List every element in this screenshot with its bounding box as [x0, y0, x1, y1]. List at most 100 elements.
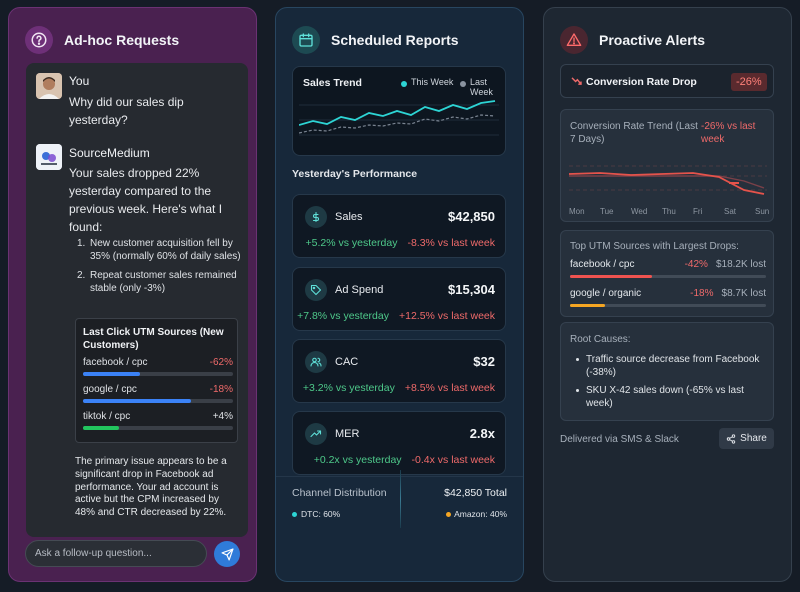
metric-deltas: +3.2% vs yesterday +8.5% vs last week — [293, 382, 495, 394]
metric-deltas: +0.2x vs yesterday -0.4x vs last week — [293, 454, 495, 466]
utm-drops-title: Top UTM Sources with Largest Drops: — [570, 241, 739, 252]
legend-this-week: This Week — [411, 77, 454, 87]
utm-drop-lost: $8.7K lost — [721, 288, 766, 299]
trend-title: Conversion Rate Trend (Last 7 Days) — [570, 121, 698, 145]
finding-item: 2. Repeat customer sales remained stable… — [77, 270, 237, 294]
send-button[interactable] — [214, 541, 240, 567]
scheduled-title: Scheduled Reports — [331, 32, 459, 48]
assistant-summary: The primary issue appears to be a signif… — [75, 456, 227, 519]
conversion-trend-card: Conversion Rate Trend (Last 7 Days) -26%… — [560, 109, 774, 222]
metric-value: $15,304 — [448, 282, 495, 297]
adhoc-panel: Ad-hoc Requests You Why did our sales di… — [8, 7, 257, 582]
assistant-name: SourceMedium — [69, 146, 150, 160]
day-label: Tue — [600, 207, 614, 216]
utm-drop-bar — [570, 275, 653, 278]
metric-card-sales[interactable]: Sales $42,850 +5.2% vs yesterday -8.3% vs l… — [292, 194, 506, 258]
root-causes-card: Root Causes: Traffic source decrease fro… — [560, 322, 774, 421]
follow-up-input[interactable]: Ask a follow-up question... — [25, 540, 207, 567]
utm-row: tiktok / cpc +4% — [83, 411, 233, 422]
trend-up-icon — [305, 423, 327, 445]
channel-label: Channel Distribution — [292, 487, 387, 499]
divider-vertical — [400, 470, 401, 528]
users-icon — [305, 351, 327, 373]
sales-trend-sparkline — [299, 100, 499, 136]
alerts-title: Proactive Alerts — [599, 32, 706, 48]
day-label: Sat — [724, 207, 737, 216]
scheduled-header: Scheduled Reports — [292, 26, 459, 54]
amazon-dot — [446, 512, 451, 517]
channel-amazon: Amazon: 40% — [454, 509, 507, 519]
finding-item: 1. New customer acquisition fell by 35% … — [77, 238, 241, 262]
metric-card-mer[interactable]: MER 2.8x +0.2x vs yesterday -0.4x vs last w… — [292, 411, 506, 475]
delta-vs-yesterday: +3.2% vs yesterday — [302, 382, 395, 394]
assistant-intro: Your sales dropped 22% yesterday compare… — [69, 166, 223, 234]
legend-last-week-dot — [460, 81, 466, 87]
root-cause-item: Traffic source decrease from Facebook (-… — [574, 353, 766, 379]
metric-label: Sales — [335, 211, 363, 223]
delta-vs-last-week: +8.5% vs last week — [404, 382, 495, 394]
performance-label: Yesterday's Performance — [292, 168, 418, 180]
chat-thread[interactable]: You Why did our sales dip yesterday? Sou… — [26, 63, 248, 537]
metric-card-cac[interactable]: CAC $32 +3.2% vs yesterday +8.5% vs last we… — [292, 339, 506, 403]
alert-headline-badge: -26% — [731, 73, 767, 91]
user-avatar — [36, 73, 62, 99]
tag-icon — [305, 279, 327, 301]
utm-drop-lost: $18.2K lost — [715, 259, 766, 270]
dollar-icon — [305, 206, 327, 228]
channel-total: $42,850 Total — [444, 487, 507, 499]
series-last-week-line — [299, 114, 496, 134]
conversion-alert-card[interactable]: Conversion Rate Drop -26% — [560, 64, 774, 98]
utm-drop-row: google / organic -18% $8.7K lost — [570, 288, 766, 299]
utm-source: facebook / cpc — [83, 357, 148, 368]
delivery-note: Delivered via SMS & Slack — [560, 434, 679, 445]
calendar-icon — [292, 26, 320, 54]
sales-trend-title: Sales Trend — [303, 77, 362, 89]
utm-drop-change: -18% — [690, 288, 714, 299]
conversion-series-line — [569, 172, 765, 195]
root-causes-list: Traffic source decrease from Facebook (-… — [574, 353, 766, 415]
utm-change: -18% — [209, 384, 233, 395]
utm-drop-source: google / organic — [570, 288, 642, 299]
delta-vs-yesterday: +5.2% vs yesterday — [305, 237, 398, 249]
metric-value: 2.8x — [469, 426, 495, 441]
metric-label: Ad Spend — [335, 284, 384, 296]
delta-vs-yesterday: +0.2x vs yesterday — [313, 454, 402, 466]
trend-badge: -26% vs last week — [701, 121, 756, 145]
delta-vs-last-week: +12.5% vs last week — [398, 310, 495, 322]
day-label: Wed — [631, 207, 648, 216]
series-this-week-line — [299, 100, 496, 126]
utm-bar-track — [83, 399, 233, 403]
utm-card-title: Last Click UTM Sources (New Customers) — [83, 327, 224, 351]
adhoc-title: Ad-hoc Requests — [64, 32, 180, 48]
utm-drop-bar — [570, 304, 606, 307]
utm-drop-track — [570, 304, 766, 307]
utm-bar — [83, 372, 140, 376]
metric-label: MER — [335, 428, 360, 440]
alerts-panel: Proactive Alerts Conversion Rate Drop -2… — [543, 7, 792, 582]
share-button[interactable]: Share — [719, 428, 774, 449]
utm-row: google / cpc -18% — [83, 384, 233, 395]
metric-card-ad-spend[interactable]: Ad Spend $15,304 +7.8% vs yesterday +12.5% … — [292, 267, 506, 331]
metric-deltas: +7.8% vs yesterday +12.5% vs last week — [293, 310, 495, 322]
utm-bar — [83, 426, 119, 430]
utm-drop-source: facebook / cpc — [570, 259, 635, 270]
adhoc-header: Ad-hoc Requests — [25, 26, 179, 54]
day-label: Mon — [569, 207, 585, 216]
utm-change: +4% — [212, 411, 233, 422]
day-label: Fri — [693, 207, 703, 216]
delta-vs-last-week: -0.4x vs last week — [411, 454, 495, 466]
utm-bar-track — [83, 426, 233, 430]
metric-label: CAC — [335, 356, 359, 368]
legend-last-week: Last Week — [470, 77, 493, 97]
utm-source: tiktok / cpc — [83, 411, 131, 422]
utm-row: facebook / cpc -62% — [83, 357, 233, 368]
assistant-avatar — [36, 144, 62, 170]
metric-value: $42,850 — [448, 209, 495, 224]
alert-headline: Conversion Rate Drop — [586, 76, 697, 88]
utm-drop-track — [570, 275, 766, 278]
findings-list: 1. New customer acquisition fell by 35% … — [77, 237, 242, 301]
alerts-header: Proactive Alerts — [560, 26, 705, 54]
trend-down-icon — [571, 77, 582, 85]
utm-drop-row: facebook / cpc -42% $18.2K lost — [570, 259, 766, 270]
day-label: Thu — [662, 207, 676, 216]
